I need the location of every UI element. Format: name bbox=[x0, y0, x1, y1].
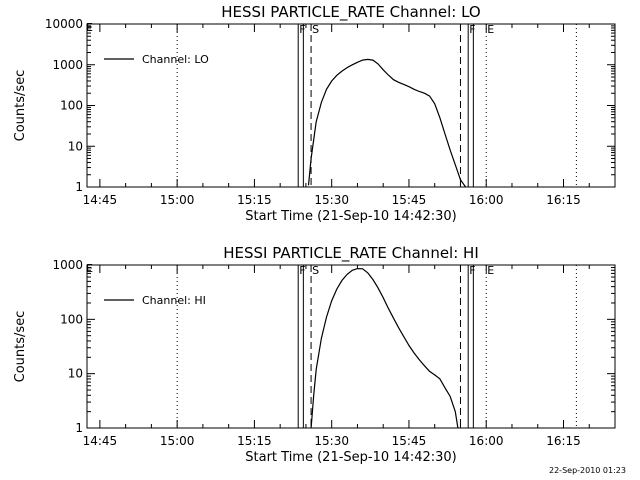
series-line-1 bbox=[307, 58, 467, 188]
marker-label-f: F bbox=[299, 23, 305, 36]
plot-frame bbox=[86, 264, 616, 429]
edge-marker-label: E bbox=[86, 262, 93, 275]
marker-label-e: E bbox=[487, 264, 494, 277]
marker-label-s: S bbox=[312, 264, 319, 277]
x-tick-label: 15:00 bbox=[160, 434, 195, 448]
footer-timestamp: 22-Sep-2010 01:23 bbox=[549, 466, 626, 475]
y-tick-label: 1000 bbox=[52, 258, 83, 272]
x-tick-label: 15:30 bbox=[314, 434, 349, 448]
y-tick-label: 100 bbox=[60, 99, 83, 113]
x-tick-label: 14:45 bbox=[83, 193, 118, 207]
x-tick-label: 15:30 bbox=[314, 193, 349, 207]
y-tick-label: 10000 bbox=[45, 17, 83, 31]
y-tick-label: 10 bbox=[68, 139, 83, 153]
series-line-1 bbox=[310, 267, 459, 429]
marker-label-e: E bbox=[487, 23, 494, 36]
marker-label-f: F bbox=[299, 264, 305, 277]
y-tick-label: 1 bbox=[75, 421, 83, 435]
chart-title: HESSI PARTICLE_RATE Channel: HI bbox=[223, 244, 479, 263]
x-tick-label: 15:00 bbox=[160, 193, 195, 207]
x-axis-label: Start Time (21-Sep-10 14:42:30) bbox=[245, 209, 456, 224]
x-tick-label: 16:00 bbox=[469, 434, 504, 448]
y-tick-label: 1000 bbox=[52, 58, 83, 72]
edge-marker-label: E bbox=[86, 21, 93, 34]
x-tick-label: 16:15 bbox=[546, 434, 581, 448]
marker-label-f: F bbox=[469, 23, 475, 36]
chart-panel-1: HESSI PARTICLE_RATE Channel: LO 1 10 100 100… bbox=[13, 3, 616, 224]
marker-label-s: S bbox=[312, 23, 319, 36]
x-tick-label: 14:45 bbox=[83, 434, 118, 448]
x-tick-label: 15:15 bbox=[237, 434, 272, 448]
x-tick-label: 16:00 bbox=[469, 193, 504, 207]
x-tick-label: 16:15 bbox=[546, 193, 581, 207]
y-axis-label: Counts/sec bbox=[13, 70, 28, 142]
y-axis-label: Counts/sec bbox=[13, 311, 28, 383]
x-tick-label: 15:15 bbox=[237, 193, 272, 207]
legend-label: Channel: HI bbox=[142, 294, 206, 307]
legend-label: Channel: LO bbox=[142, 53, 209, 66]
marker-label-f: F bbox=[469, 264, 475, 277]
x-axis-label: Start Time (21-Sep-10 14:42:30) bbox=[245, 450, 456, 465]
chart-title: HESSI PARTICLE_RATE Channel: LO bbox=[221, 3, 480, 22]
y-tick-label: 10 bbox=[68, 367, 83, 381]
chart-panel-2: HESSI PARTICLE_RATE Channel: HI 1 10 100 100… bbox=[13, 244, 616, 465]
y-tick-label: 100 bbox=[60, 312, 83, 326]
x-tick-label: 15:45 bbox=[392, 434, 427, 448]
x-tick-label: 15:45 bbox=[392, 193, 427, 207]
plot-frame bbox=[86, 23, 616, 188]
y-tick-label: 1 bbox=[75, 180, 83, 194]
